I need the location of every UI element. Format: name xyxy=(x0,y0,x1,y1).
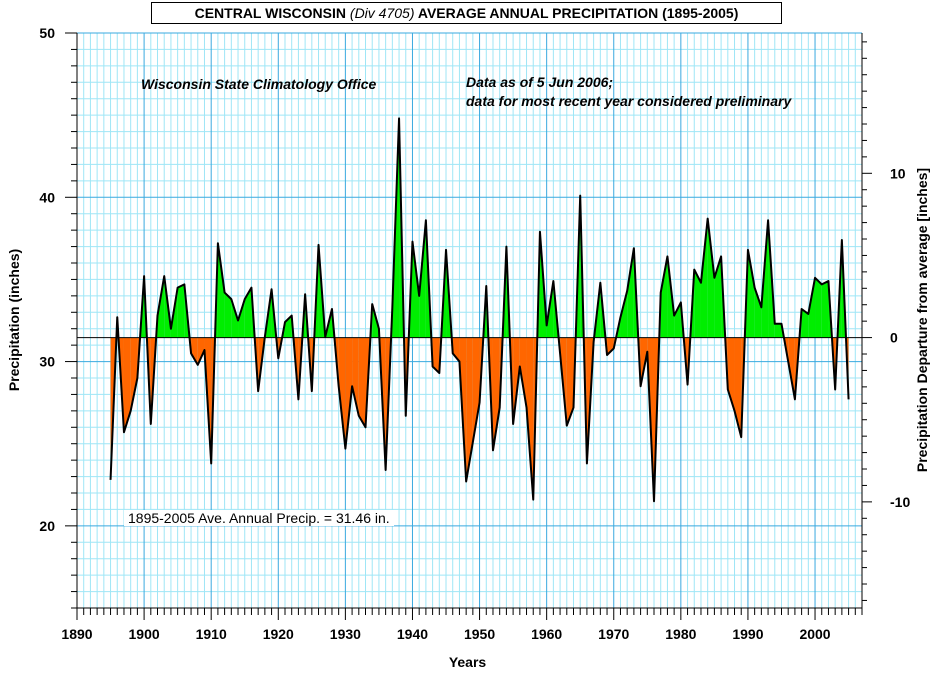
y-tick-label: 20 xyxy=(39,518,55,534)
above-average-area xyxy=(224,292,232,338)
tick-labels: 1890 1900 1910 1920 1930 1940 1950 1960 1970 1980… xyxy=(39,25,910,642)
below-average-area xyxy=(130,337,138,411)
below-average-area xyxy=(734,337,742,438)
above-average-area xyxy=(244,287,252,338)
above-average-area xyxy=(707,218,715,338)
x-tick-label: 1890 xyxy=(61,626,92,642)
series-line xyxy=(109,117,850,503)
below-average-area xyxy=(466,337,473,482)
below-average-area xyxy=(472,337,480,443)
above-average-area xyxy=(747,249,755,338)
axes xyxy=(65,32,872,620)
x-tick-label: 1990 xyxy=(732,626,763,642)
average-annotation: 1895-2005 Ave. Annual Precip. = 31.46 in… xyxy=(124,510,394,526)
y-tick-label: 30 xyxy=(39,354,55,370)
below-average-area xyxy=(452,337,460,362)
above-average-area xyxy=(412,241,420,338)
data-note-line-1: Data as of 5 Jun 2006; xyxy=(466,74,614,90)
chart-title: CENTRAL WISCONSIN (Div 4705) AVERAGE ANN… xyxy=(151,2,782,24)
below-average-area xyxy=(191,337,198,365)
below-average-area xyxy=(492,337,500,451)
above-average-area xyxy=(217,243,225,338)
below-average-area xyxy=(566,337,574,426)
below-average-area xyxy=(345,337,353,449)
above-average-area xyxy=(808,277,816,338)
above-average-area xyxy=(620,290,628,338)
x-tick-label: 1950 xyxy=(464,626,495,642)
right-y-tick-label: 10 xyxy=(890,165,906,181)
above-average-area xyxy=(660,256,668,338)
below-average-area xyxy=(338,337,346,449)
y-tick-label: 40 xyxy=(39,189,55,205)
above-average-area xyxy=(231,299,239,338)
x-tick-label: 1940 xyxy=(397,626,428,642)
source-annotation: Wisconsin State Climatology Office xyxy=(141,76,377,92)
below-average-area xyxy=(432,337,440,374)
below-average-area xyxy=(197,337,205,365)
right-y-axis-label: Precipitation Departure from average [in… xyxy=(914,167,931,472)
x-tick-label: 1910 xyxy=(196,626,227,642)
below-average-area xyxy=(123,337,131,433)
x-tick-label: 1900 xyxy=(129,626,160,642)
below-average-area xyxy=(607,337,614,355)
above-average-area xyxy=(674,302,681,338)
x-tick-label: 1980 xyxy=(665,626,696,642)
above-average-area xyxy=(815,277,822,338)
right-y-tick-label: 0 xyxy=(890,330,898,346)
below-average-area xyxy=(352,337,359,416)
x-tick-label: 1970 xyxy=(598,626,629,642)
right-y-tick-label: -10 xyxy=(890,494,910,510)
below-average-area xyxy=(358,337,366,428)
below-average-area xyxy=(526,337,534,500)
above-average-area xyxy=(754,287,762,338)
y-axis-label: Precipitation (inches) xyxy=(6,248,23,391)
above-average-area xyxy=(238,299,245,338)
data-note-line-2: data for most recent year considered pre… xyxy=(466,93,792,109)
x-tick-label: 1920 xyxy=(263,626,294,642)
x-tick-label: 1960 xyxy=(531,626,562,642)
above-average-area xyxy=(177,284,185,338)
below-average-area xyxy=(519,337,527,408)
above-average-area xyxy=(801,309,809,338)
precipitation-line xyxy=(109,117,850,503)
y-tick-label: 50 xyxy=(39,25,55,41)
above-average-area xyxy=(700,218,708,338)
above-average-area xyxy=(714,256,722,338)
above-average-area xyxy=(627,248,634,338)
below-average-area xyxy=(788,337,795,400)
x-axis-label: Years xyxy=(448,654,487,670)
above-average-area xyxy=(821,281,829,338)
x-tick-label: 2000 xyxy=(799,626,830,642)
above-average-area xyxy=(774,323,782,338)
above-average-area xyxy=(694,269,701,338)
x-tick-label: 1930 xyxy=(330,626,361,642)
